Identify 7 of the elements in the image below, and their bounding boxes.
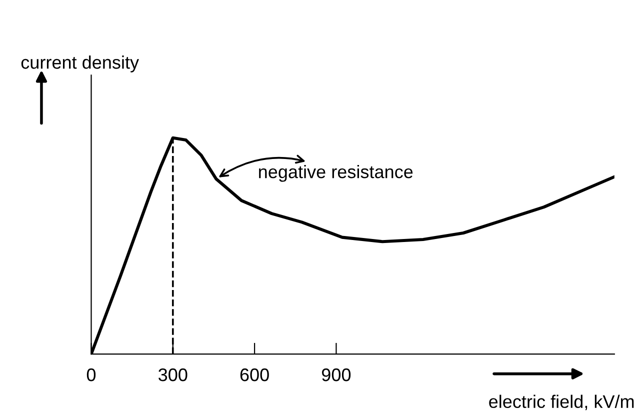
x-tick-label: 900	[322, 368, 351, 382]
x-tick-label: 0	[86, 368, 96, 382]
y-axis-title: current density	[21, 56, 139, 72]
x-axis-title: electric field, kV/m	[489, 394, 634, 410]
x-tick-label: 600	[240, 368, 269, 382]
annotation: negative resistance	[259, 164, 413, 182]
x-tick-label: 300	[158, 368, 188, 382]
